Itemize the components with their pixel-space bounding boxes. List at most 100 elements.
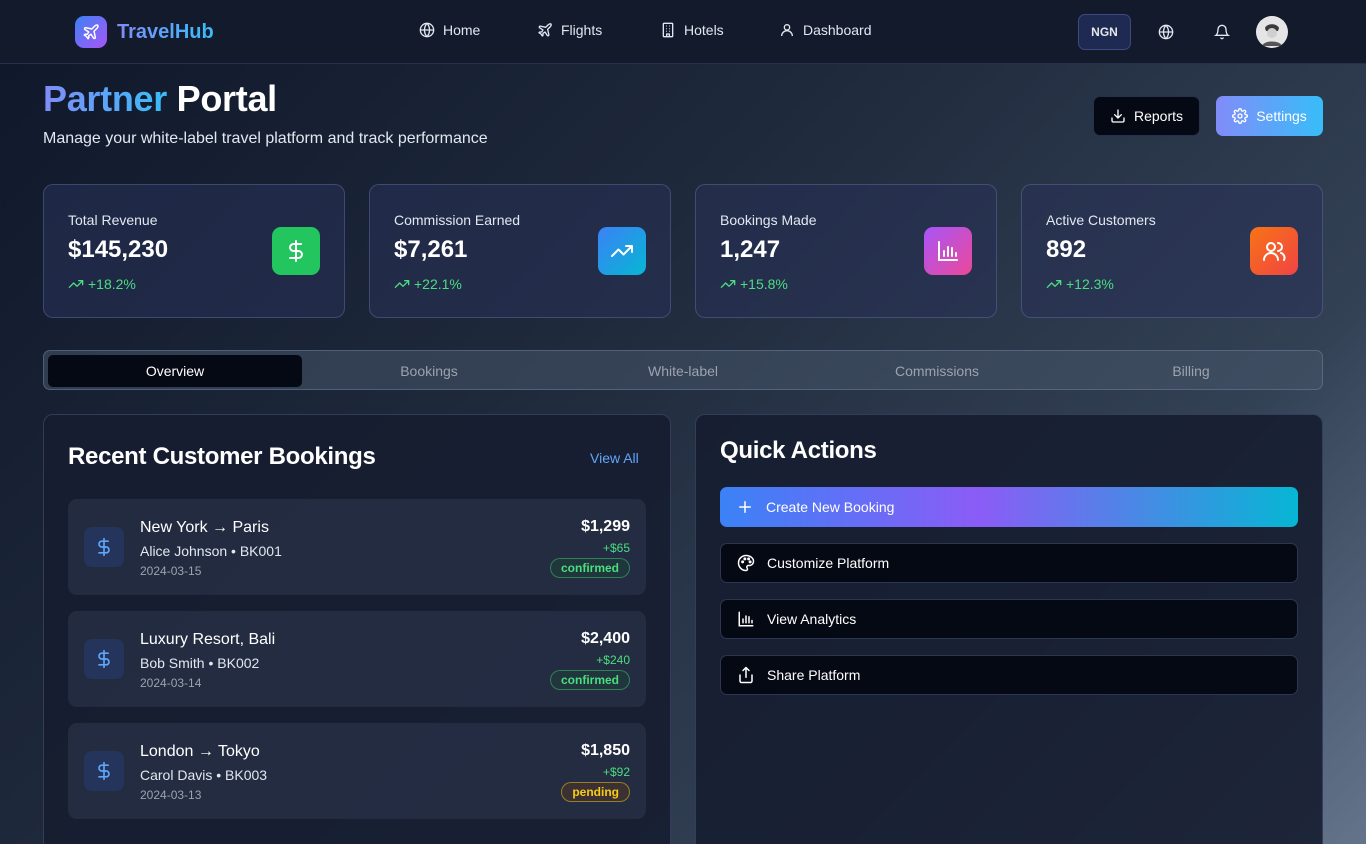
stat-card-bookings-made: Bookings Made 1,247 +15.8% — [695, 184, 997, 318]
booking-commission: +$65 — [602, 541, 630, 555]
view-analytics-label: View Analytics — [767, 611, 857, 627]
nav-dashboard-label: Dashboard — [803, 22, 872, 38]
booking-commission: +$92 — [602, 765, 630, 779]
tab-white-label[interactable]: White-label — [647, 363, 719, 379]
tab-commissions[interactable]: Commissions — [894, 363, 979, 379]
stat-change-value: +18.2% — [88, 276, 136, 292]
quick-actions-panel: Quick Actions Create New Booking Customi… — [695, 414, 1323, 844]
booking-customer: Bob Smith • BK002 — [140, 655, 260, 671]
stat-label: Commission Earned — [394, 212, 521, 228]
stat-card-total-revenue: Total Revenue $145,230 +18.2% — [43, 184, 345, 318]
stat-change: +12.3% — [1046, 276, 1114, 292]
trending-up-icon — [720, 276, 736, 292]
booking-route: Luxury Resort, Bali — [140, 631, 276, 648]
stat-card-commission-earned: Commission Earned $7,261 +22.1% — [369, 184, 671, 318]
customize-platform-button[interactable]: Customize Platform — [720, 543, 1298, 583]
share-platform-button[interactable]: Share Platform — [720, 655, 1298, 695]
stat-label: Active Customers — [1046, 212, 1156, 228]
booking-date: 2024-03-14 — [140, 676, 202, 690]
trending-up-icon — [1046, 276, 1062, 292]
stat-value: $7,261 — [394, 236, 468, 263]
recent-bookings-title: Recent Customer Bookings — [68, 443, 376, 470]
booking-customer: Carol Davis • BK003 — [140, 767, 268, 783]
booking-item[interactable]: Luxury Resort, Bali Bob Smith • BK002 20… — [68, 611, 646, 707]
page-title: Partner Portal — [43, 78, 277, 120]
booking-route: London → Tokyo — [140, 743, 260, 760]
tab-bookings[interactable]: Bookings — [400, 363, 458, 379]
booking-item[interactable]: New York → Paris Alice Johnson • BK001 2… — [68, 499, 646, 595]
booking-date: 2024-03-13 — [140, 788, 202, 802]
globe-icon — [1158, 24, 1174, 40]
nav-links: Home Flights Hotels Dashboard — [419, 22, 872, 38]
building-icon — [660, 22, 676, 38]
quick-actions-title: Quick Actions — [720, 437, 877, 464]
avatar[interactable] — [1256, 16, 1288, 48]
tab-bar: Overview Bookings White-label Commission… — [43, 350, 1323, 390]
stat-label: Bookings Made — [720, 212, 817, 228]
trending-up-icon — [598, 227, 646, 275]
plane-icon — [537, 22, 553, 38]
users-icon — [1250, 227, 1298, 275]
palette-icon — [737, 554, 755, 572]
stat-change-value: +15.8% — [740, 276, 788, 292]
status-badge: confirmed — [549, 558, 630, 578]
stat-label: Total Revenue — [68, 212, 158, 228]
stat-value: 892 — [1046, 236, 1087, 263]
nav-hotels[interactable]: Hotels — [660, 22, 779, 38]
create-booking-button[interactable]: Create New Booking — [720, 487, 1298, 527]
stat-value: 1,247 — [720, 236, 781, 263]
language-button[interactable] — [1148, 14, 1184, 50]
stat-change-value: +22.1% — [414, 276, 462, 292]
booking-amount: $1,850 — [581, 742, 630, 759]
page-subtitle: Manage your white-label travel platform … — [43, 130, 488, 147]
status-badge: confirmed — [549, 670, 630, 690]
dollar-icon — [84, 527, 124, 567]
booking-amount: $1,299 — [581, 518, 630, 535]
share-platform-label: Share Platform — [767, 667, 861, 683]
nav-home-label: Home — [443, 22, 481, 38]
notifications-button[interactable] — [1204, 14, 1240, 50]
view-all-link[interactable]: View All — [590, 450, 639, 466]
stat-change: +15.8% — [720, 276, 788, 292]
brand-name: TravelHub — [117, 20, 214, 43]
stat-change-value: +12.3% — [1066, 276, 1114, 292]
settings-label: Settings — [1256, 108, 1307, 124]
brand[interactable]: TravelHub — [75, 16, 214, 48]
nav-dashboard[interactable]: Dashboard — [779, 22, 872, 38]
create-booking-label: Create New Booking — [766, 499, 895, 515]
plus-icon — [736, 498, 754, 516]
tab-billing[interactable]: Billing — [1172, 363, 1210, 379]
nav-actions: NGN — [1078, 14, 1288, 50]
share-icon — [737, 666, 755, 684]
tab-overview[interactable]: Overview — [48, 355, 302, 387]
gear-icon — [1232, 108, 1249, 124]
status-badge: pending — [561, 782, 630, 802]
globe-icon — [419, 22, 435, 38]
booking-route: New York → Paris — [140, 519, 269, 536]
currency-button[interactable]: NGN — [1078, 14, 1131, 50]
dollar-icon — [84, 751, 124, 791]
recent-bookings-panel: Recent Customer Bookings View All New Yo… — [43, 414, 671, 844]
plane-icon — [75, 16, 107, 48]
nav-hotels-label: Hotels — [684, 22, 724, 38]
stat-value: $145,230 — [68, 236, 169, 263]
view-analytics-button[interactable]: View Analytics — [720, 599, 1298, 639]
booking-customer: Alice Johnson • BK001 — [140, 543, 282, 559]
settings-button[interactable]: Settings — [1216, 96, 1323, 136]
top-nav: TravelHub Home Flights Hotels Dashboard … — [0, 0, 1366, 64]
nav-flights[interactable]: Flights — [537, 22, 660, 38]
trending-up-icon — [394, 276, 410, 292]
trending-up-icon — [68, 276, 84, 292]
page-title-part1: Partner — [43, 78, 167, 119]
stat-card-active-customers: Active Customers 892 +12.3% — [1021, 184, 1323, 318]
nav-home[interactable]: Home — [419, 22, 537, 38]
stat-change: +18.2% — [68, 276, 136, 292]
booking-commission: +$240 — [596, 653, 630, 667]
booking-date: 2024-03-15 — [140, 564, 202, 578]
stat-change: +22.1% — [394, 276, 462, 292]
booking-item[interactable]: London → Tokyo Carol Davis • BK003 2024-… — [68, 723, 646, 819]
bell-icon — [1214, 24, 1230, 40]
reports-button[interactable]: Reports — [1093, 96, 1200, 136]
download-icon — [1110, 108, 1126, 124]
customize-platform-label: Customize Platform — [767, 555, 890, 571]
